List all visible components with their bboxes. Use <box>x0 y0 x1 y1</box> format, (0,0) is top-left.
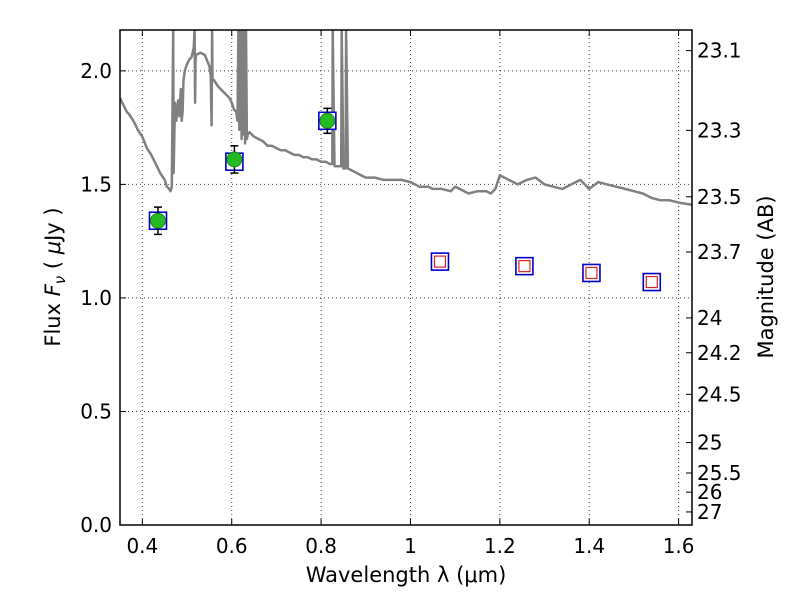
mag-tick-label: 24.5 <box>697 382 742 406</box>
mag-tick-label: 26 <box>697 480 722 504</box>
x-axis-title: Wavelength λ (μm) <box>306 563 507 587</box>
predicted-flux-marker <box>518 260 531 273</box>
y-tick-label: 0.0 <box>80 513 112 537</box>
y-tick-label: 2.0 <box>80 59 112 83</box>
mag-tick-label: 23.7 <box>697 240 742 264</box>
predicted-flux-marker <box>585 266 598 280</box>
y-tick-label: 1.5 <box>80 172 112 196</box>
mag-tick-label: 25 <box>697 431 722 455</box>
x-tick-label: 0.4 <box>126 534 158 558</box>
data-markers <box>148 107 662 292</box>
plot-frame <box>119 29 693 526</box>
mag-tick-label: 23.5 <box>697 185 742 209</box>
observed-flux-point <box>319 112 336 129</box>
x-tick-label: 1 <box>404 534 417 558</box>
x-tick-label: 0.6 <box>216 534 248 558</box>
y-tick-label: 0.5 <box>80 399 112 423</box>
y-axis-title-left: Flux Fν ( μJy ) <box>41 207 69 346</box>
model-spectrum-line <box>120 30 692 207</box>
y-axis-title-right: Magnitude (AB) <box>754 195 778 358</box>
observed-flux-point <box>226 151 243 168</box>
predicted-flux-marker <box>645 275 658 289</box>
axis-ticks: 0.4 0.6 0.8 1 1.2 1.4 1.6 0.0 0.5 1.0 1.5 2.0 23.1 23… <box>80 30 742 558</box>
observed-flux-point <box>150 212 166 229</box>
mag-tick-label: 23.3 <box>697 118 742 142</box>
mag-tick-label: 24.2 <box>697 341 742 365</box>
x-tick-label: 1.2 <box>484 534 516 558</box>
x-tick-label: 1.6 <box>663 534 695 558</box>
y-tick-label: 1.0 <box>80 286 112 310</box>
mag-tick-label: 23.1 <box>697 39 742 63</box>
mag-tick-label: 24 <box>697 306 722 330</box>
mag-tick-label: 27 <box>697 500 722 524</box>
x-tick-label: 1.4 <box>573 534 605 558</box>
mag-tick-label: 25.5 <box>697 461 742 485</box>
predicted-flux-marker <box>433 255 447 268</box>
x-tick-label: 0.8 <box>305 534 337 558</box>
model-spectrum <box>120 30 692 207</box>
